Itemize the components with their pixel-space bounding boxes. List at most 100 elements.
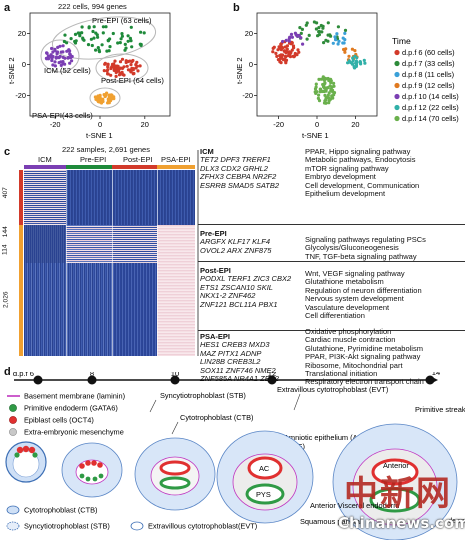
time-point [278, 57, 282, 61]
term-line: Metabolic pathways, Endocytosis [305, 155, 416, 165]
expression-heatmap [24, 170, 195, 356]
time-point [277, 45, 281, 49]
icm-point [59, 63, 63, 67]
time-point [336, 25, 340, 29]
panel-a-ylabel: t-SNE 2 [7, 57, 16, 84]
watermark-en: Chinanews.com [338, 514, 465, 532]
row-count-2026: 2,026 [2, 291, 10, 308]
time-point [289, 32, 294, 37]
panel-b-letter: b [233, 2, 240, 14]
time-point [323, 81, 327, 86]
pre-epi-point [80, 25, 84, 29]
icm-point [45, 51, 49, 55]
panel-a-title: 222 cells, 994 genes [58, 2, 127, 11]
time-point [330, 85, 334, 89]
time-point [314, 82, 318, 86]
time-point [299, 31, 303, 35]
term-line: Oxidative phosphorylation [305, 327, 392, 336]
pre-epi-point [139, 43, 143, 48]
pre-epi-point [62, 39, 66, 44]
term-line: Wnt, VEGF signaling pathway [305, 269, 405, 278]
post-epi-point [130, 60, 134, 64]
icm-point [50, 58, 54, 63]
pre-epi-point [119, 37, 123, 41]
time-point [317, 77, 321, 81]
time-point [307, 33, 311, 38]
label-squamous: Squamous parietal [300, 517, 362, 526]
time-point [301, 42, 305, 46]
post-epi-point [130, 66, 134, 70]
time-point [335, 32, 339, 36]
time-point [343, 28, 348, 32]
term-line: Respiratory electron transport chain [305, 377, 424, 387]
block-post-epi: Post-EPI PODXL TERF1 ZIC3 CBX2 ETS1 ZSCA… [200, 266, 300, 309]
label-ctb: Cytotrophoblast (CTB) [180, 413, 254, 422]
time-point [332, 81, 336, 85]
icm-point [53, 60, 57, 64]
pre-epi-point [78, 34, 82, 38]
pre-epi-point [126, 34, 130, 38]
block-icm-name: ICM [200, 147, 214, 156]
post-epi-point [126, 59, 130, 64]
time-point [319, 77, 323, 81]
psa-epi-point [103, 94, 107, 98]
time-point [279, 47, 283, 51]
legend-oct4: Epiblast cells (OCT4) [24, 416, 94, 425]
terms-pre-epi: Signaling pathways regulating PSCs Glyco… [305, 235, 465, 261]
post-epi-label: Post-EPI (64 cells) [101, 76, 164, 85]
gene-line: SOX11 ZNF746 NME2 [200, 365, 276, 375]
psa-epi-point [107, 101, 111, 105]
term-line: Cell development, Communication [305, 180, 420, 190]
psa-epi-point [101, 97, 105, 101]
time-point [281, 39, 285, 44]
icm-point [57, 61, 61, 65]
label-derm: derm [448, 516, 465, 525]
icm-point [57, 56, 61, 60]
legend-evt: Extravillous cytotrophoblast(EVT) [148, 522, 257, 531]
time-point [355, 56, 359, 60]
time-point [363, 61, 367, 65]
panel-b-tsne-plot: -20 0 20 20 0 -20 t-SNE 1 t-SNE 2 Time d.p.f … [235, 12, 459, 140]
label-ac: AC [259, 464, 270, 473]
divider-2 [198, 261, 465, 262]
time-point [283, 45, 287, 49]
time-point [290, 35, 294, 39]
time-point [329, 77, 333, 81]
post-epi-point [120, 57, 125, 61]
post-epi-point [131, 72, 135, 76]
gene-line: TET2 DPF3 TRERF1 [200, 155, 271, 165]
time-point [287, 52, 292, 56]
timepoint-dot [87, 375, 97, 385]
legend-label: d.p.f 10 (14 cells) [402, 92, 459, 101]
pre-epi-point [124, 46, 128, 50]
gene-line: ZNF121 BCL11A PBX1 [200, 299, 278, 309]
time-point [290, 48, 294, 52]
icm-point [50, 46, 54, 51]
post-epi-point [113, 59, 117, 63]
icm-point [55, 50, 60, 54]
pre-epi-point [142, 31, 146, 35]
post-epi-point [109, 73, 113, 77]
pre-epi-point [94, 31, 98, 35]
time-point [343, 31, 347, 35]
time-point [342, 41, 346, 45]
pre-epi-point [100, 43, 104, 47]
time-point [326, 93, 330, 97]
pre-epi-point [101, 31, 105, 35]
panel-d-diagram: d.p.f 6 8 10 12 14 Basement membrane (lamini… [5, 372, 465, 540]
legend-swatch [394, 49, 400, 56]
icm-point [61, 44, 65, 48]
terms-icm: PPAR, Hippo signaling pathway Metabolic … [305, 147, 465, 198]
timepoint-dot [425, 375, 435, 385]
x-tick-label: -20 [273, 120, 284, 129]
term-line: Embryo development [305, 172, 376, 182]
icm-point [51, 50, 55, 54]
gene-line: ESRRB SMAD5 SATB2 [200, 180, 280, 190]
term-line: mTOR signaling pathway [305, 163, 389, 173]
gene-line: DLX3 CDX2 GRHL2 [200, 163, 268, 173]
time-point [341, 36, 345, 40]
time-point [274, 51, 278, 56]
time-point [284, 50, 288, 54]
gene-line: PODXL TERF1 ZIC3 CBX2 [200, 274, 292, 284]
pre-epi-point [123, 42, 127, 47]
